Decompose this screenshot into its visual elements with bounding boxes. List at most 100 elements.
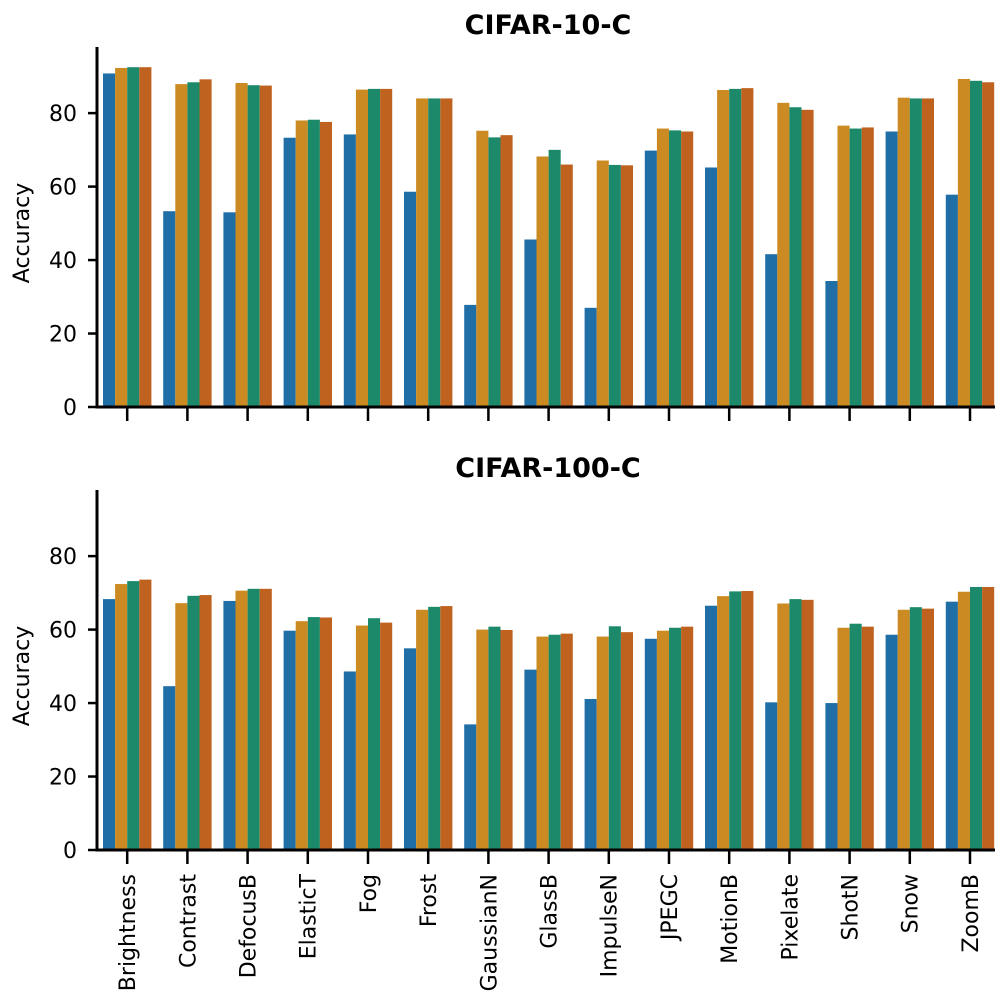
- bar: [380, 622, 393, 850]
- bar: [464, 304, 477, 407]
- bar: [669, 130, 682, 407]
- bar: [909, 98, 922, 408]
- bar: [404, 648, 417, 850]
- bar: [885, 131, 898, 408]
- bar: [247, 85, 260, 407]
- bar: [163, 686, 176, 850]
- bar: [319, 121, 332, 407]
- bar: [259, 85, 272, 407]
- bar: [789, 107, 802, 408]
- bar: [644, 150, 657, 407]
- bar: [705, 605, 718, 850]
- bar: [127, 67, 140, 407]
- bar: [644, 638, 657, 850]
- bar: [247, 588, 260, 850]
- x-tick-label: MotionB: [718, 874, 743, 964]
- x-tick-label: DefocusB: [237, 874, 262, 978]
- bar: [861, 626, 874, 850]
- bar: [175, 84, 188, 407]
- bar: [656, 630, 669, 850]
- chart-panel-1: CIFAR-10-C 0 20 40 60 80 Accuracy: [10, 10, 995, 421]
- bar: [982, 586, 995, 850]
- bar: [115, 67, 128, 407]
- bar: [464, 724, 477, 850]
- bar: [729, 88, 742, 407]
- bar: [235, 83, 248, 407]
- bar: [139, 67, 152, 407]
- x-tick-label: ImpulseN: [598, 874, 623, 977]
- bar: [295, 120, 308, 407]
- bar: [235, 590, 248, 850]
- bar: [837, 125, 850, 408]
- bar: [440, 98, 453, 408]
- bar: [825, 281, 838, 407]
- x-tick-label: GaussianN: [477, 874, 502, 991]
- bar: [163, 211, 176, 407]
- bar: [440, 606, 453, 850]
- bar: [368, 88, 381, 407]
- bar: [596, 636, 609, 850]
- bar: [765, 254, 778, 407]
- x-tick-label: ShotN: [839, 874, 864, 940]
- bar: [741, 88, 754, 407]
- bar: [897, 97, 910, 407]
- bar: [897, 609, 910, 850]
- bar: [669, 627, 682, 850]
- bar: [801, 599, 814, 850]
- y-tick-label: 0: [63, 396, 77, 421]
- bar: [970, 80, 983, 408]
- bar: [681, 626, 694, 850]
- bar: [837, 627, 850, 850]
- bar: [608, 626, 621, 850]
- bar: [620, 632, 633, 850]
- x-tick-label: Fog: [357, 874, 382, 913]
- bar: [729, 591, 742, 850]
- y-tick-label: 80: [49, 545, 77, 570]
- x-tick-label: Pixelate: [778, 874, 803, 961]
- chart-title: CIFAR-100-C: [455, 453, 640, 484]
- bar: [319, 617, 332, 850]
- bar: [175, 603, 188, 850]
- chart-title: CIFAR-10-C: [465, 10, 632, 41]
- bar: [584, 699, 597, 850]
- bar: [849, 128, 862, 408]
- bar: [921, 98, 934, 408]
- y-tick-label: 40: [49, 249, 77, 274]
- y-tick-label: 0: [63, 839, 77, 864]
- bar: [801, 109, 814, 407]
- bar: [488, 137, 501, 407]
- bar: [777, 603, 790, 850]
- x-tick-label: GlassB: [538, 874, 563, 949]
- x-tick-label: ElasticT: [297, 873, 322, 959]
- bar: [608, 164, 621, 407]
- bar: [343, 134, 356, 407]
- bar: [416, 609, 429, 850]
- bar: [199, 79, 212, 407]
- bar: [957, 591, 970, 850]
- bar: [283, 630, 296, 850]
- y-tick-label: 80: [49, 102, 77, 127]
- bar: [921, 608, 934, 850]
- bar: [187, 82, 200, 408]
- bar: [295, 621, 308, 850]
- bar: [717, 89, 730, 407]
- bar: [355, 625, 368, 850]
- bar: [223, 212, 236, 407]
- bar: [825, 703, 838, 850]
- bar: [428, 606, 441, 850]
- bar: [945, 194, 958, 407]
- x-tick-label: Brightness: [116, 874, 141, 991]
- y-tick-label: 20: [49, 766, 77, 791]
- x-tick-label: Contrast: [176, 874, 201, 968]
- bar: [380, 88, 393, 407]
- y-axis-label: Accuracy: [10, 626, 35, 726]
- bar: [765, 702, 778, 850]
- bar: [500, 629, 513, 850]
- bar: [524, 669, 537, 850]
- chart-panel-2: CIFAR-100-C 0 20 40 60 80 Accuracy Brightness Co…: [10, 453, 995, 991]
- bar: [741, 591, 754, 850]
- y-axis-label: Accuracy: [10, 183, 35, 283]
- x-tick-label: Snow: [899, 874, 924, 933]
- x-tick-label: Frost: [417, 874, 442, 928]
- y-tick-label: 60: [49, 619, 77, 644]
